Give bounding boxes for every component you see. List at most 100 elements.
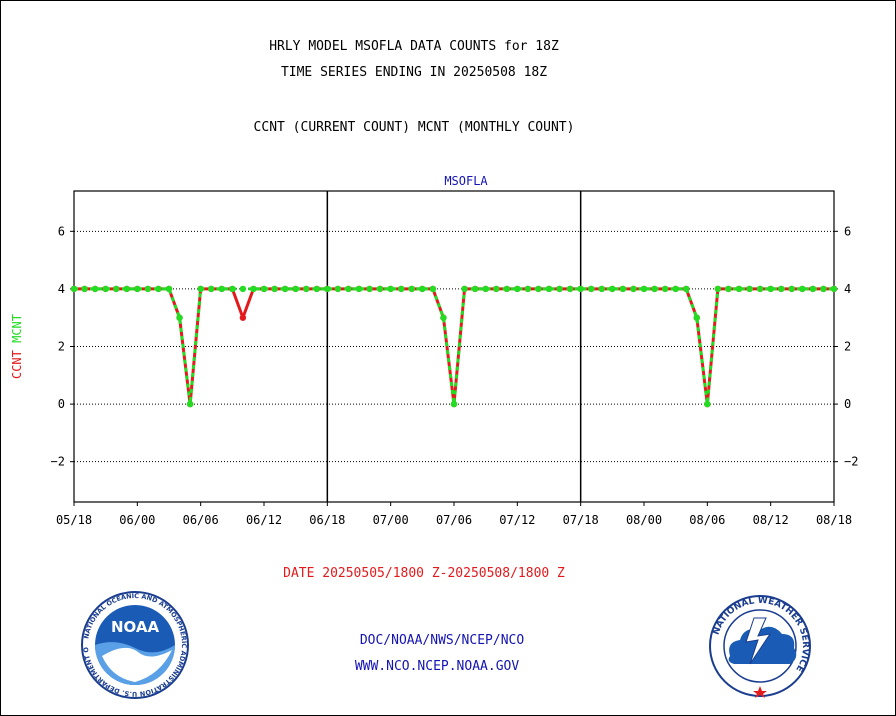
series-mcnt-point bbox=[239, 285, 247, 293]
series-mcnt-point bbox=[493, 285, 500, 293]
time-series-chart: −2 −2 0 0 2 2 4 4 6 6 05/18 06/00 06/06 06/12 06/18 07/… bbox=[10, 174, 858, 527]
series-mcnt-point bbox=[250, 285, 257, 293]
series-mcnt-point bbox=[514, 285, 521, 293]
x-tick-label: 06/12 bbox=[246, 513, 282, 527]
series-mcnt-point bbox=[229, 285, 236, 293]
series-mcnt-point bbox=[197, 285, 204, 293]
x-tick-label: 07/18 bbox=[563, 513, 599, 527]
series-mcnt-point bbox=[134, 285, 141, 293]
x-tick-label: 08/18 bbox=[816, 513, 852, 527]
noaa-logo-icon: NOAA NATIONAL OCEANIC AND ATMOSPHERIC AD… bbox=[80, 590, 189, 699]
series-mcnt-point bbox=[155, 285, 162, 293]
x-tick-label: 06/06 bbox=[183, 513, 219, 527]
x-tick-label: 08/06 bbox=[689, 513, 725, 527]
series-mcnt-point bbox=[102, 285, 109, 293]
series-mcnt-point bbox=[461, 285, 468, 293]
series-mcnt-point bbox=[292, 285, 299, 293]
series-mcnt-point bbox=[91, 285, 99, 293]
date-range-label: DATE 20250505/1800 Z-20250508/1800 Z bbox=[283, 566, 565, 581]
series-mcnt-point bbox=[313, 285, 320, 293]
series-mcnt-point bbox=[640, 285, 648, 293]
y-tick-label-right: 4 bbox=[844, 282, 851, 296]
x-tick-label: 08/00 bbox=[626, 513, 662, 527]
series-mcnt-point bbox=[408, 285, 415, 293]
series-mcnt-point bbox=[725, 285, 732, 293]
y-tick-label-right: 2 bbox=[844, 340, 851, 354]
series-mcnt-point bbox=[809, 285, 817, 293]
x-tick-label: 08/12 bbox=[753, 513, 789, 527]
panel-title: MSOFLA bbox=[444, 174, 488, 188]
series-mcnt-point bbox=[830, 285, 838, 293]
series-mcnt-point bbox=[440, 314, 447, 321]
series-mcnt-point bbox=[704, 400, 711, 408]
y-tick-label-left: 4 bbox=[58, 282, 65, 296]
series-mcnt-point bbox=[714, 285, 722, 293]
series-mcnt-point bbox=[767, 285, 774, 293]
series-mcnt-point bbox=[545, 285, 553, 293]
series-mcnt-point bbox=[588, 285, 595, 293]
series-mcnt-point bbox=[598, 285, 605, 293]
series-mcnt-point bbox=[218, 285, 225, 293]
x-tick-label: 06/18 bbox=[309, 513, 345, 527]
series-mcnt-point bbox=[799, 285, 806, 293]
series-mcnt-point bbox=[355, 285, 363, 293]
series-mcnt-point bbox=[630, 285, 637, 293]
series-mcnt-point bbox=[186, 400, 194, 408]
series-mcnt-point bbox=[334, 285, 342, 293]
series-mcnt-point bbox=[693, 314, 700, 321]
x-tick-label: 07/06 bbox=[436, 513, 472, 527]
y-axis-label-mcnt: MCNT bbox=[10, 314, 24, 343]
y-tick-label-left: −2 bbox=[51, 455, 65, 469]
x-tick-label: 05/18 bbox=[56, 513, 92, 527]
series-mcnt-point bbox=[281, 285, 289, 293]
series-mcnt-point bbox=[376, 285, 384, 293]
y-tick-label-right: 6 bbox=[844, 224, 851, 238]
y-axis-label: CCNT MCNT bbox=[10, 314, 24, 379]
series-mcnt-point bbox=[683, 285, 690, 293]
series-mcnt-point bbox=[746, 285, 753, 293]
series-mcnt-point bbox=[324, 285, 331, 293]
series-mcnt-point bbox=[651, 285, 658, 293]
series-mcnt-point bbox=[144, 285, 152, 293]
series-mcnt-point bbox=[387, 285, 394, 293]
series-mcnt-point bbox=[524, 285, 532, 293]
series-mcnt-point bbox=[535, 285, 542, 293]
series-mcnt-point bbox=[609, 285, 616, 293]
chart-title-line-3: CCNT (CURRENT COUNT) MCNT (MONTHLY COUNT… bbox=[253, 120, 575, 135]
series-mcnt-point bbox=[345, 285, 352, 293]
series-mcnt-point bbox=[735, 285, 743, 293]
y-tick-label-left: 6 bbox=[58, 224, 65, 238]
series-mcnt-point bbox=[123, 285, 130, 293]
y-tick-label-right: −2 bbox=[844, 455, 858, 469]
series-mcnt-point bbox=[271, 285, 278, 293]
series-mcnt-point bbox=[661, 285, 669, 293]
series-mcnt-point bbox=[113, 285, 120, 293]
series-mcnt-point bbox=[165, 285, 173, 293]
series-mcnt-point bbox=[303, 285, 310, 293]
nws-logo-icon: NATIONAL WEATHER SERVICE bbox=[709, 595, 811, 698]
series-mcnt-point bbox=[482, 285, 489, 293]
series-mcnt-point bbox=[419, 285, 426, 293]
x-tick-label: 07/00 bbox=[373, 513, 409, 527]
website-label: WWW.NCO.NCEP.NOAA.GOV bbox=[354, 659, 520, 674]
series-mcnt-point bbox=[450, 400, 458, 408]
y-tick-label-left: 0 bbox=[58, 397, 65, 411]
series-mcnt-point bbox=[556, 285, 563, 293]
noaa-logo-text: NOAA bbox=[111, 618, 160, 636]
series-mcnt-point bbox=[398, 285, 405, 293]
series-mcnt-point bbox=[81, 285, 88, 293]
series-mcnt-point bbox=[471, 285, 479, 293]
series-mcnt-point bbox=[577, 285, 584, 293]
org-path-label: DOC/NOAA/NWS/NCEP/NCO bbox=[359, 633, 525, 648]
chart-title-line-1: HRLY MODEL MSOFLA DATA COUNTS for 18Z bbox=[269, 39, 559, 54]
series-mcnt-point bbox=[503, 285, 510, 293]
y-axis-label-ccnt: CCNT bbox=[10, 343, 24, 379]
series-mcnt-point bbox=[208, 285, 215, 293]
series-mcnt-point bbox=[820, 285, 827, 293]
series-mcnt-point bbox=[429, 285, 437, 293]
series-mcnt-point bbox=[778, 285, 785, 293]
series-mcnt-point bbox=[366, 285, 373, 293]
series-mcnt-point bbox=[672, 285, 679, 293]
series-mcnt-point bbox=[756, 285, 764, 293]
